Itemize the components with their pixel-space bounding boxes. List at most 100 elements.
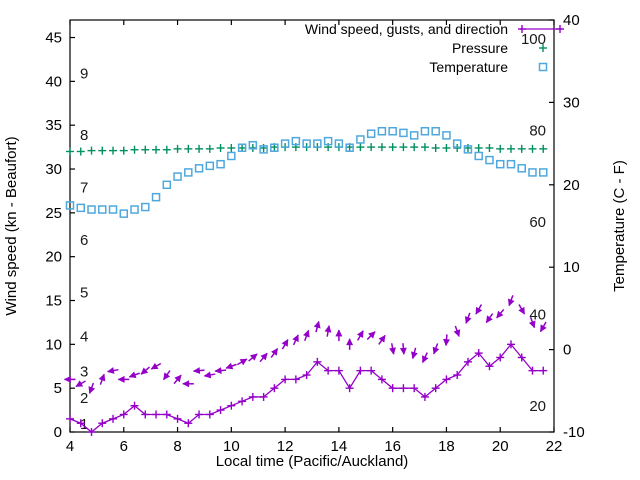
gust-arrow	[75, 380, 86, 388]
temperature-point	[141, 202, 150, 212]
legend-label: Pressure	[452, 40, 508, 56]
wind-speed-point	[238, 397, 247, 406]
wind-speed-point	[528, 366, 537, 375]
gust-arrow	[496, 308, 505, 319]
gust-arrow	[203, 371, 216, 379]
wind-speed-point	[66, 414, 74, 423]
beaufort-label: 8	[80, 127, 88, 144]
gust-arrow	[539, 321, 547, 333]
temperature-point	[323, 136, 333, 146]
pressure-point	[248, 143, 257, 152]
temperature-point	[431, 126, 440, 136]
gust-arrow	[182, 380, 194, 388]
temperature-point	[216, 159, 225, 169]
legend-label: Temperature	[429, 59, 508, 75]
wind-speed-point	[431, 384, 440, 393]
temperature-point	[173, 172, 182, 181]
wind-speed-point	[539, 366, 548, 375]
gust-arrow	[324, 325, 332, 337]
gust-arrow	[106, 367, 119, 374]
pressure-point	[517, 144, 526, 153]
pressure-point	[496, 144, 505, 153]
temperature-point	[151, 192, 161, 202]
temperature-point	[184, 168, 193, 177]
gust-arrow	[518, 304, 526, 315]
gust-arrow	[270, 348, 279, 359]
wind-speed-point	[474, 349, 483, 358]
temperature-point	[366, 129, 376, 138]
wind-speed-point	[205, 410, 214, 419]
pressure-point	[453, 143, 462, 152]
pressure-point	[119, 146, 128, 155]
wind-gust-arrows	[63, 295, 547, 394]
gust-arrow	[485, 313, 494, 324]
temperature-point	[495, 159, 505, 169]
temperature-point	[98, 205, 107, 214]
wind-speed-point	[334, 366, 343, 375]
x-tick-label: 20	[492, 438, 509, 455]
temperature-point	[538, 168, 548, 177]
gust-arrow	[378, 334, 386, 345]
y2-axis-ticks: -10 0 10 20 30 40	[549, 12, 585, 441]
beaufort-label: 1	[80, 416, 88, 433]
temperature-point	[248, 140, 258, 150]
y2-tick-label: 0	[563, 342, 571, 359]
wind-speed-point	[302, 371, 311, 380]
pressure-point	[130, 145, 139, 154]
wind-speed-point	[324, 366, 333, 375]
temperature-point	[474, 151, 483, 161]
temperature-point	[356, 135, 365, 144]
gust-arrow	[98, 373, 106, 385]
x-tick-label: 18	[438, 438, 455, 455]
gust-arrow	[163, 370, 171, 381]
wind-speed-series	[66, 340, 548, 436]
fahrenheit-label: 40	[529, 306, 546, 323]
pressure-point	[399, 143, 408, 152]
y-tick-label: 10	[45, 336, 62, 353]
pressure-point	[506, 144, 515, 153]
pressure-point	[76, 147, 85, 156]
pressure-point	[184, 144, 193, 153]
gust-arrow	[528, 317, 536, 329]
gust-arrow	[399, 343, 407, 355]
temperature-point	[108, 205, 118, 214]
fahrenheit-label: 60	[529, 214, 546, 231]
y-axis-label: Wind speed (kn - Beaufort)	[3, 136, 20, 315]
x-tick-label: 10	[223, 438, 240, 455]
temperature-point	[76, 203, 86, 213]
wind-speed-point	[410, 384, 419, 393]
wind-speed-point	[517, 353, 526, 362]
gust-arrow	[281, 338, 289, 350]
y-tick-label: 35	[45, 117, 62, 134]
beaufort-label: 7	[80, 180, 88, 197]
wind-speed-point	[216, 406, 225, 415]
temperature-point	[377, 126, 387, 136]
y-tick-label: 25	[45, 205, 62, 222]
gust-arrow	[443, 334, 450, 347]
gust-arrow	[411, 347, 418, 360]
temperature-point	[399, 128, 408, 138]
gust-arrow	[453, 325, 461, 337]
wind-speed-point	[367, 366, 376, 375]
temperature-point	[528, 168, 537, 177]
y-tick-label: 15	[45, 293, 62, 310]
temperature-point	[517, 164, 526, 173]
wind-speed-point	[130, 401, 139, 410]
gust-arrow	[421, 352, 429, 364]
temperature-point	[463, 145, 473, 154]
wind-speed-point	[162, 410, 171, 419]
temperature-point	[291, 136, 301, 146]
gust-arrow	[140, 366, 150, 375]
fahrenheit-label: 20	[529, 398, 546, 415]
x-tick-label: 22	[546, 438, 563, 455]
gust-arrow	[475, 304, 483, 315]
temperature-point	[270, 143, 279, 152]
wind-speed-point	[227, 401, 236, 410]
wind-speed-point	[109, 414, 118, 423]
temperature-point	[280, 139, 290, 148]
gust-arrow	[389, 343, 396, 355]
gust-arrow	[507, 295, 515, 307]
wind-speed-point	[399, 384, 408, 393]
temperature-point	[420, 126, 430, 136]
x-tick-label: 12	[277, 438, 294, 455]
